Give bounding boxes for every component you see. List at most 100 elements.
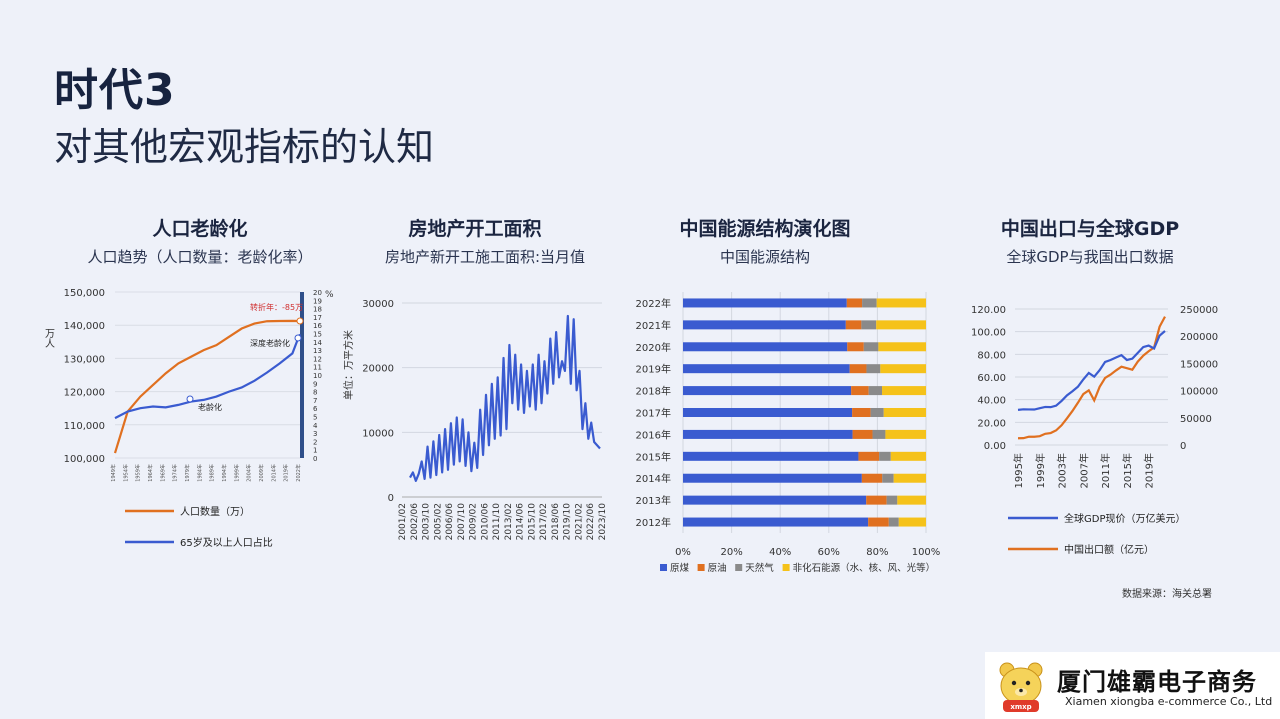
energy-bar-segment: [882, 386, 926, 396]
population-xtick: 2009年: [258, 464, 265, 482]
gdp-xtick: 2015年: [1121, 453, 1134, 488]
population-y2tick: 4: [313, 422, 318, 430]
population-xtick: 2004年: [246, 464, 253, 482]
energy-bar-segment: [862, 298, 877, 308]
gdp-y2tick: 50000: [1180, 414, 1212, 425]
energy-bar-segment: [683, 429, 853, 439]
realestate-xtick: 2023/10: [598, 503, 608, 541]
population-xtick: 1954年: [122, 464, 129, 482]
population-xticks: 1949年 1954年 1959年 1964年 1969年 1974年 1979年 1984年…: [110, 464, 302, 482]
realestate-grid: [402, 302, 602, 498]
gdp-ytick: 60.00: [977, 373, 1006, 384]
energy-legend-label: 天然气: [745, 562, 774, 574]
energy-bar-segment: [683, 517, 869, 527]
annotation-turning-year: 转折年：-85万: [250, 302, 303, 312]
population-yticks: 150,000 140,000 130,000 120,000 110,000 100,0…: [64, 288, 105, 465]
population-y2tick: 7: [313, 397, 317, 405]
population-xtick: 1964年: [147, 464, 154, 482]
population-xtick: 1989年: [209, 464, 216, 482]
company-name: 厦门雄霸电子商务: [1057, 668, 1257, 696]
realestate-xtick: 2007/10: [457, 503, 467, 541]
gdp-xticks: 1995年 1999年 2003年 2007年 2011年 2015年 2019年: [1012, 453, 1156, 488]
realestate-series: [409, 314, 601, 482]
energy-xtick: 20%: [720, 547, 742, 558]
gdp-xtick: 2011年: [1099, 453, 1112, 488]
energy-bar-segment: [852, 429, 873, 439]
population-y2tick: 11: [313, 364, 322, 372]
energy-legend-swatch: [735, 564, 743, 571]
energy-legend-label: 原煤: [670, 562, 690, 574]
legend-label-population: 人口数量（万）: [180, 505, 250, 518]
realestate-xtick: 2022/06: [586, 503, 596, 541]
energy-bar-segment: [888, 517, 899, 527]
gdp-xtick: 2003年: [1056, 453, 1069, 488]
population-y2tick: 16: [313, 322, 322, 330]
energy-bar-segment: [880, 364, 926, 374]
chart-gdp: 120.00 100.00 80.00 60.00 40.00 20.00 0.00 250…: [971, 305, 1218, 556]
energy-ytick: 2016年: [636, 428, 671, 441]
population-series: [113, 319, 302, 454]
energy-legend-swatch: [782, 564, 790, 571]
population-y2tick: 10: [313, 372, 322, 380]
energy-legend-label: 原油: [708, 562, 727, 574]
gdp-ytick: 120.00: [971, 305, 1006, 316]
energy-bar-segment: [861, 320, 877, 330]
panel-subtitle-population: 人口趋势（人口数量：老龄化率）: [87, 248, 313, 266]
energy-bar-segment: [683, 386, 852, 396]
population-y2tick: 14: [313, 339, 322, 347]
population-y2tick: 2: [313, 438, 317, 446]
energy-bar-segment: [858, 451, 880, 461]
population-xtick: 1959年: [135, 464, 142, 482]
energy-bar-segment: [883, 408, 926, 417]
panel-title-population: 人口老龄化: [152, 218, 248, 240]
energy-ytick: 2021年: [636, 319, 671, 332]
gdp-y2tick: 0: [1180, 441, 1186, 452]
energy-bar-segment: [851, 386, 869, 396]
energy-ytick: 2022年: [636, 297, 671, 310]
deep-aging-marker: [294, 334, 302, 342]
gdp-series: [1017, 316, 1166, 440]
realestate-ylabel: 单位：万平方米: [342, 330, 355, 400]
energy-xtick: 0%: [675, 547, 691, 558]
population-xtick: 1949年: [110, 464, 117, 482]
panel-title-realestate: 房地产开工面积: [408, 218, 542, 240]
realestate-yticks: 30000 20000 10000 0: [362, 299, 394, 504]
population-y2tick: 17: [313, 314, 322, 322]
series-line-realestate: [409, 314, 601, 482]
population-y2label: %: [325, 290, 334, 300]
energy-ytick: 2014年: [636, 472, 671, 485]
realestate-xtick: 2001/02: [398, 503, 408, 540]
realestate-xtick: 2003/10: [422, 503, 432, 541]
population-xtick: 2022年: [295, 464, 302, 482]
population-xtick: 2019年: [283, 464, 290, 482]
gdp-ytick: 100.00: [971, 328, 1006, 339]
energy-xtick: 100%: [912, 547, 941, 558]
energy-bar-segment: [683, 320, 846, 330]
realestate-xtick: 2015/10: [527, 503, 537, 541]
realestate-xtick: 2013/02: [504, 503, 514, 540]
legend-label-aging: 65岁及以上人口占比: [180, 536, 273, 549]
population-xtick: 1984年: [196, 464, 203, 482]
population-y2tick: 18: [313, 306, 322, 314]
energy-bar-segment: [683, 342, 848, 352]
realestate-ytick: 0: [388, 493, 394, 504]
energy-legend-swatch: [660, 564, 667, 571]
energy-bar-segment: [897, 495, 926, 505]
energy-bar-segment: [893, 473, 926, 483]
energy-bar-segment: [878, 342, 926, 352]
company-logo: xmxp 厦门雄霸电子商务 Xiamen xiongba e-commerce …: [985, 652, 1280, 719]
legend-label-exports: 中国出口额（亿元）: [1064, 543, 1154, 556]
population-y2tick: 0: [313, 455, 317, 463]
bear-mascot-icon: xmxp: [999, 662, 1043, 712]
energy-yticks: 2022年 2021年 2020年 2019年 2018年 2017年 2016年 2015年…: [636, 297, 671, 529]
energy-bar-segment: [890, 451, 926, 461]
energy-bar-segment: [683, 364, 850, 374]
panel-title-gdp: 中国出口与全球GDP: [1000, 218, 1180, 240]
population-xtick: 1999年: [233, 464, 240, 482]
panel-subtitle-realestate: 房地产新开工施工面积:当月值: [384, 248, 586, 266]
energy-bars: [683, 298, 926, 527]
energy-bar-segment: [898, 517, 926, 527]
energy-legend-label: 非化石能源（水、核、风、光等）: [793, 562, 936, 574]
